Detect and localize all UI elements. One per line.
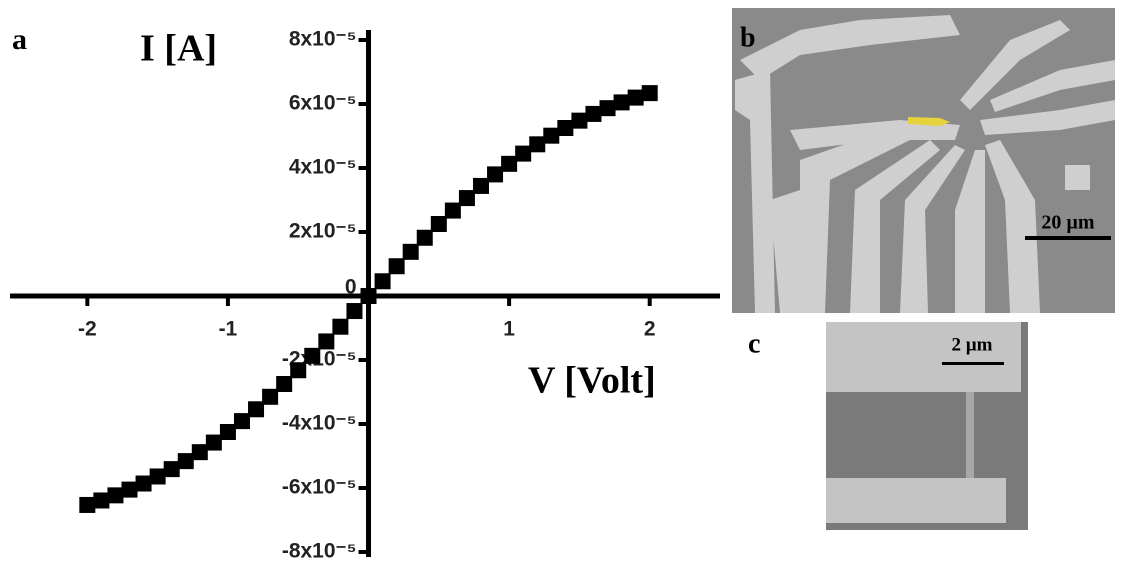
data-point: [375, 273, 391, 289]
y-tick-label: -4x10⁻⁵: [282, 412, 357, 435]
data-point: [346, 303, 362, 319]
data-point: [585, 106, 601, 122]
data-point: [290, 362, 306, 378]
data-point: [487, 166, 503, 182]
data-point: [557, 120, 573, 136]
data-point: [600, 100, 616, 116]
data-point: [262, 389, 278, 405]
data-point: [332, 319, 348, 335]
data-point: [403, 244, 419, 260]
data-point: [318, 333, 334, 349]
data-point: [614, 94, 630, 110]
data-point: [136, 476, 152, 492]
y-axis-label: I [A]: [140, 28, 217, 70]
data-point: [473, 178, 489, 194]
y-tick-label: 6x10⁻⁵: [289, 92, 357, 115]
y-tick-label: 4x10⁻⁵: [289, 156, 357, 179]
scale-bar-label: 2 µm: [951, 334, 992, 355]
data-point: [529, 136, 545, 152]
data-point: [79, 497, 95, 513]
data-point: [248, 401, 264, 417]
y-tick-label: 0: [345, 276, 357, 299]
sem-image-b: 20 µm: [732, 8, 1115, 313]
data-point: [501, 156, 517, 172]
data-point: [164, 461, 180, 477]
data-point: [93, 492, 109, 508]
x-tick-label: -1: [219, 318, 238, 341]
data-point: [361, 288, 377, 304]
data-point: [417, 230, 433, 246]
data-point: [628, 90, 644, 106]
figure: 20 µm 2 µm a b c I [A] V [Volt] -2 -1 1 2 -8…: [0, 0, 1121, 565]
panel-label: c: [748, 328, 760, 359]
sem-image-c: 2 µm: [826, 322, 1028, 530]
y-tick-label: -6x10⁻⁵: [282, 476, 357, 499]
x-tick-label: 2: [644, 318, 656, 341]
panel-label: a: [12, 23, 27, 56]
data-point: [571, 113, 587, 129]
data-point: [178, 453, 194, 469]
data-point: [389, 258, 405, 274]
data-point: [150, 468, 166, 484]
x-axis-label: V [Volt]: [528, 360, 656, 402]
x-tick-label: 1: [503, 318, 515, 341]
data-point: [122, 482, 138, 498]
data-point: [192, 444, 208, 460]
data-point: [459, 190, 475, 206]
data-point: [431, 216, 447, 232]
data-point: [642, 85, 658, 101]
data-point: [107, 487, 123, 503]
data-point: [276, 376, 292, 392]
x-tick-label: -2: [78, 318, 97, 341]
data-point: [445, 203, 461, 219]
y-tick-label: 8x10⁻⁵: [289, 28, 357, 51]
data-point: [234, 413, 250, 429]
data-point: [304, 348, 320, 364]
data-point: [206, 435, 222, 451]
data-point: [220, 424, 236, 440]
data-point: [515, 146, 531, 162]
scale-bar-label: 20 µm: [1041, 212, 1095, 234]
data-point: [543, 128, 559, 144]
y-tick-label: 2x10⁻⁵: [289, 220, 357, 243]
panel-label: b: [740, 22, 756, 53]
y-tick-label: -8x10⁻⁵: [282, 540, 357, 563]
